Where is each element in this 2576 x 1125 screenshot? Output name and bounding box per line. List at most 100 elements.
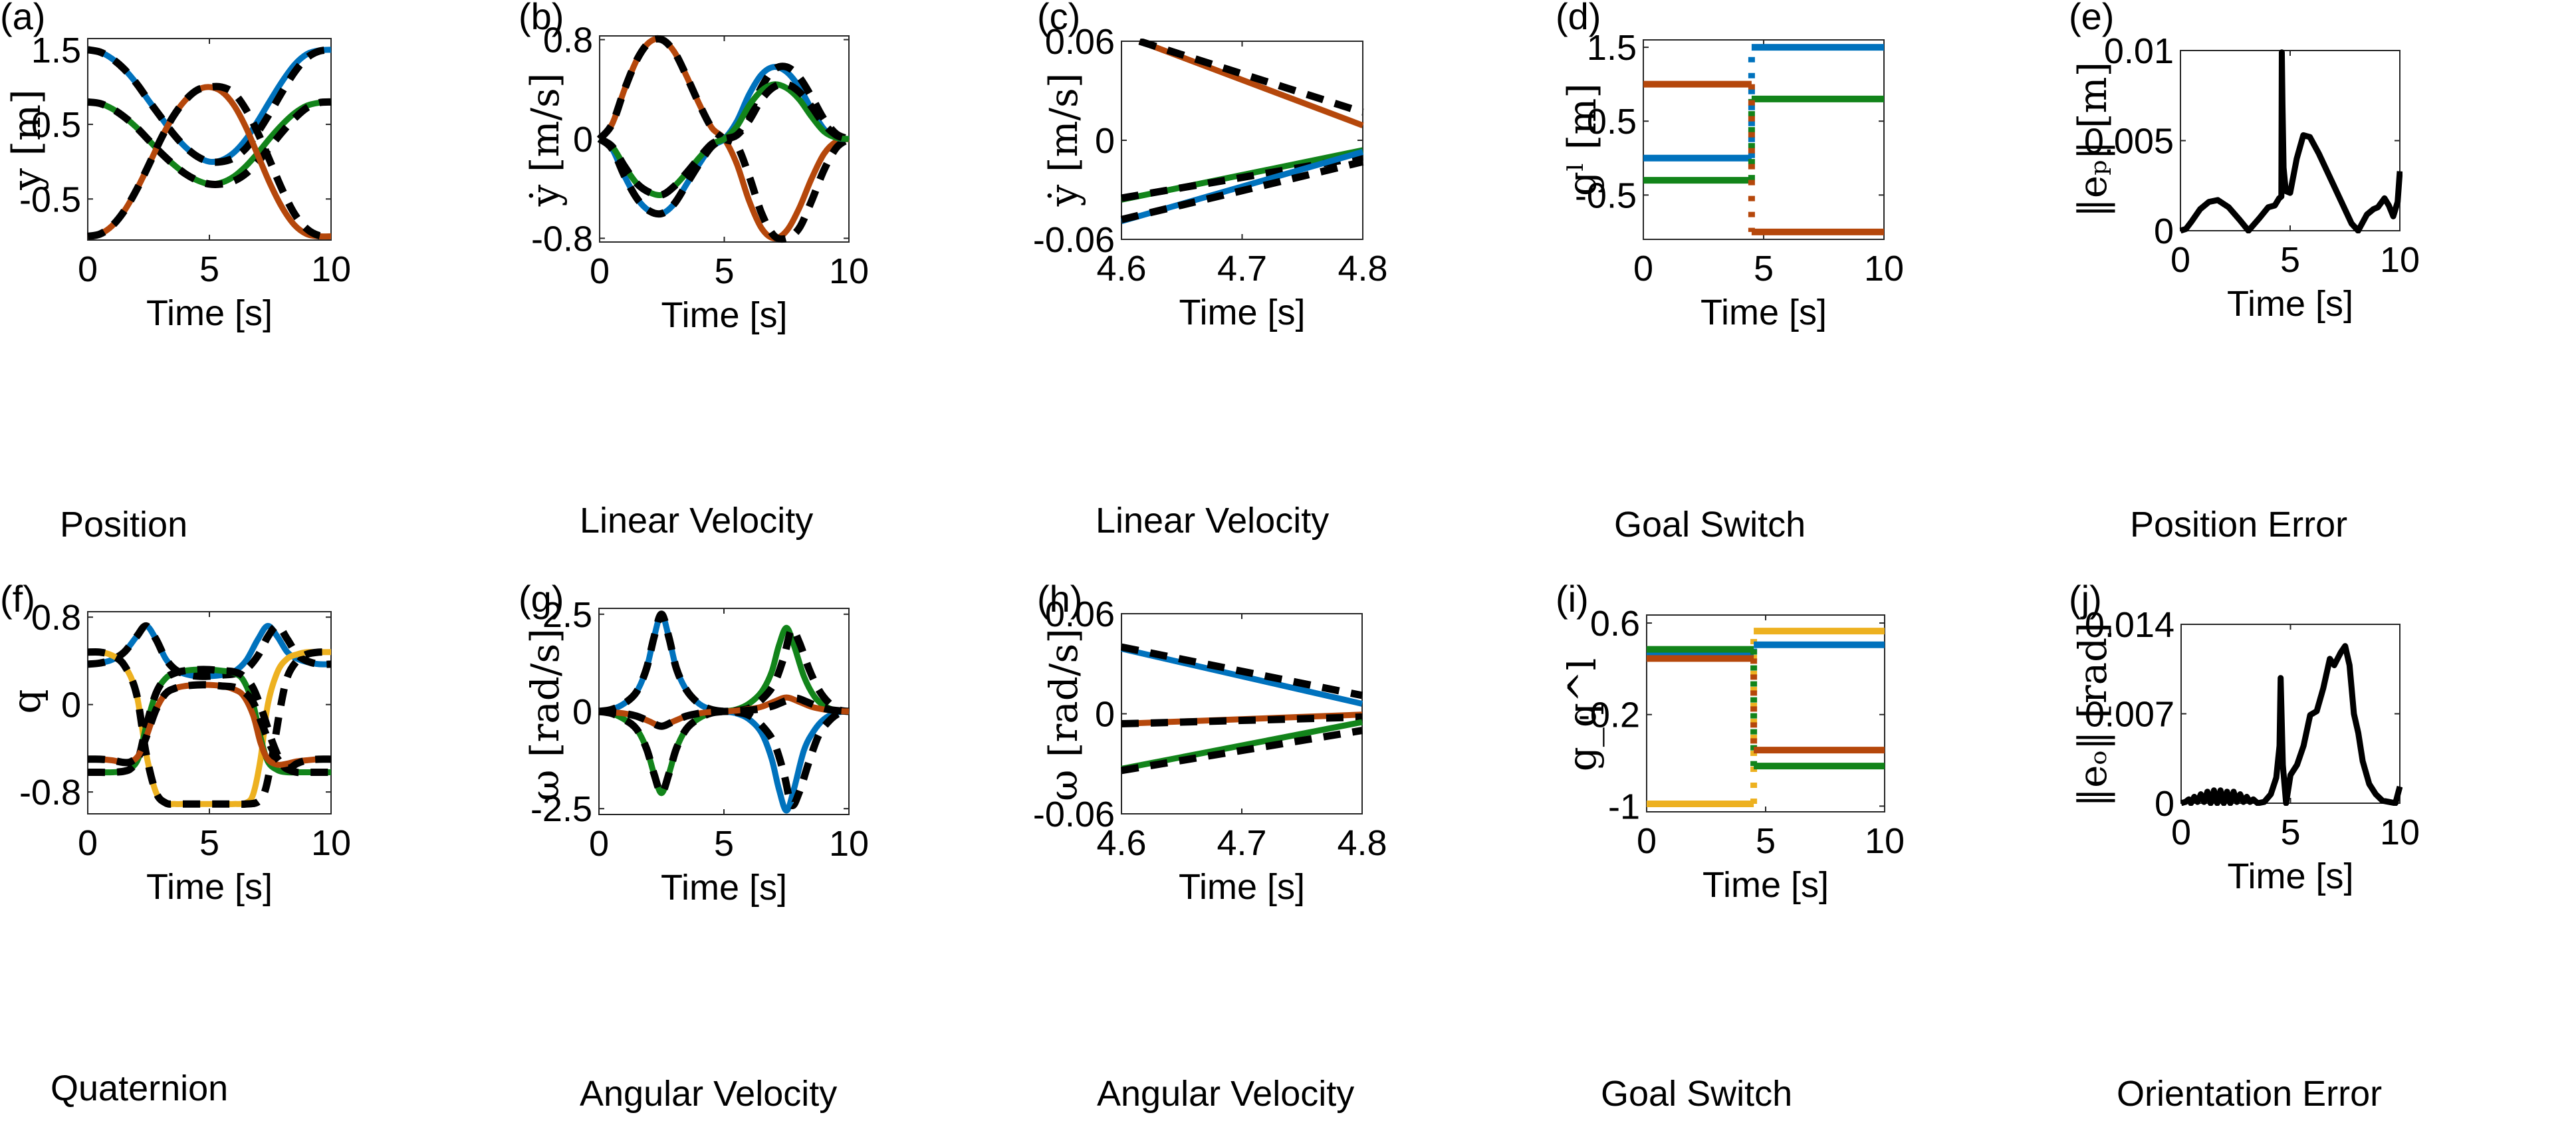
series-q3 xyxy=(87,682,332,768)
x-tick-label: 0 xyxy=(78,249,98,289)
x-tick-label: 5 xyxy=(2280,812,2300,852)
y-tick-label: 0 xyxy=(2155,784,2174,824)
y-tick-label: 0.6 xyxy=(1590,604,1640,644)
panel-caption: Linear Velocity xyxy=(580,501,814,541)
x-tick-label: 10 xyxy=(311,249,351,289)
y-tick-label: -0.2 xyxy=(1578,695,1640,735)
panel-a: (a) Position xyxy=(0,0,515,562)
panel-caption: Quaternion xyxy=(51,1068,229,1108)
y-tick-label: 0 xyxy=(2154,211,2174,251)
panel-label: (g) xyxy=(519,578,564,620)
x-tick-label: 0 xyxy=(1637,821,1657,861)
y-axis-title: ω [rad/s] xyxy=(1041,628,1086,801)
chart-i: 0 5 10 -1 -0.2 0.6 Time [s] g_q^l xyxy=(1560,604,1905,905)
panel-label: (i) xyxy=(1556,578,1589,620)
x-tick-label: 0 xyxy=(589,824,609,864)
y-tick-label: 0 xyxy=(1095,695,1115,735)
chart-c: 4.6 4.7 4.8 -0.06 0 0.06 Time [s] ẏ [m/s] xyxy=(1033,22,1388,332)
plot-area xyxy=(87,622,332,808)
x-tick-label: 10 xyxy=(2380,240,2420,280)
chart-h: 4.6 4.7 4.8 -0.06 0 0.06 Time [s] ω [rad/s] xyxy=(1033,594,1387,907)
panel-label: (c) xyxy=(1037,0,1081,37)
panel-g: (g) Angular Velocity xyxy=(519,562,1034,1125)
x-tick-label: 5 xyxy=(714,824,734,864)
x-tick-label: 4.8 xyxy=(1337,823,1387,863)
plot-area xyxy=(1120,39,1364,225)
panel-h: (h) Angular Velocity xyxy=(1037,562,1552,1125)
x-tick-label: 5 xyxy=(1754,249,1774,289)
x-tick-label: 0 xyxy=(1633,249,1653,289)
y-tick-label: 1.5 xyxy=(31,31,81,70)
series-eo xyxy=(2180,643,2402,806)
chart-e: 0 5 10 0 0.005 0.01 Time [s] ‖eₚ‖ [m] xyxy=(2070,31,2420,324)
panel-caption: Position xyxy=(60,505,188,545)
panel-label: (b) xyxy=(519,0,564,37)
x-tick-label: 4.7 xyxy=(1217,823,1266,863)
y-tick-label: 0.5 xyxy=(1587,102,1637,142)
series-w3_ref xyxy=(598,694,850,730)
y-tick-label: -0.5 xyxy=(19,180,81,219)
panel-d: (d) Goal Switch xyxy=(1556,0,2071,562)
y-tick-label: -0.8 xyxy=(19,773,81,812)
x-axis-title: Time [s] xyxy=(1700,293,1827,332)
panel-j: (j) Orientation Error xyxy=(2061,562,2576,1125)
y-tick-label: 0.014 xyxy=(2085,605,2174,645)
series-y3 xyxy=(87,84,332,240)
x-tick-label: 5 xyxy=(1756,821,1776,861)
y-tick-label: 0.06 xyxy=(1045,594,1115,634)
panel-label: (f) xyxy=(0,578,35,620)
y-tick-label: 0 xyxy=(573,120,593,160)
y-tick-label: -0.5 xyxy=(1575,176,1637,215)
y-tick-label: 0.8 xyxy=(543,21,593,61)
plot-area xyxy=(1643,44,1884,235)
y-tick-label: 0 xyxy=(1095,121,1115,161)
x-tick-label: 4.8 xyxy=(1338,249,1387,289)
y-tick-label: 0.007 xyxy=(2085,695,2174,735)
plot-area xyxy=(598,610,850,814)
series-v1_ref xyxy=(1120,158,1364,223)
panel-label: (e) xyxy=(2069,0,2115,37)
plot-area xyxy=(1120,643,1363,775)
y-tick-label: 0.005 xyxy=(2084,122,2174,162)
series-w2_ref xyxy=(598,625,850,797)
axes-frame xyxy=(1643,39,1885,240)
plot-area xyxy=(87,46,332,240)
plot-area xyxy=(1647,628,1885,807)
y-axis-title: ẏ [m/s] xyxy=(523,73,568,207)
y-axis-title: ω [rad/s] xyxy=(523,628,568,801)
x-tick-label: 10 xyxy=(829,824,869,864)
series-v2_ref xyxy=(598,80,850,199)
x-tick-label: 10 xyxy=(829,251,869,291)
series-q3_ref xyxy=(87,681,332,772)
y-tick-label: -0.8 xyxy=(531,219,593,259)
panel-label: (d) xyxy=(1556,0,1601,37)
x-tick-label: 0 xyxy=(2170,240,2190,280)
x-axis-title: Time [s] xyxy=(146,867,273,907)
panel-f: (f) Quaternion xyxy=(0,562,515,1125)
x-tick-label: 10 xyxy=(311,823,351,863)
panel-caption: Linear Velocity xyxy=(1096,501,1330,541)
panel-caption: Angular Velocity xyxy=(1097,1074,1355,1114)
x-axis-title: Time [s] xyxy=(2227,284,2353,324)
y-axis-title: g_q^l xyxy=(1560,658,1605,771)
chart-a: 0 5 10 -0.5 0.5 1.5 Time [s] y [m] xyxy=(4,31,351,333)
series-v1_ref xyxy=(597,62,851,218)
y-axis-title: ‖eₚ‖ [m] xyxy=(2070,62,2115,217)
panel-i: (i) Goal Switch xyxy=(1556,562,2071,1125)
y-tick-label: 0 xyxy=(572,692,592,732)
x-axis-title: Time [s] xyxy=(2227,856,2353,896)
series-v2_ref xyxy=(1121,153,1363,202)
y-axis-title: gˡ [m] xyxy=(1560,83,1605,196)
series-y2_ref xyxy=(87,98,332,188)
y-tick-label: 0.8 xyxy=(31,598,81,638)
panel-label: (h) xyxy=(1037,578,1083,620)
x-tick-label: 10 xyxy=(2380,812,2420,852)
panel-caption: Goal Switch xyxy=(1601,1074,1793,1114)
y-tick-label: 2.5 xyxy=(542,595,592,635)
y-tick-label: 0.5 xyxy=(31,105,81,145)
y-tick-label: -2.5 xyxy=(530,789,592,829)
x-tick-label: 5 xyxy=(2280,240,2300,280)
x-tick-label: 4.6 xyxy=(1096,823,1146,863)
x-tick-label: 0 xyxy=(590,251,610,291)
